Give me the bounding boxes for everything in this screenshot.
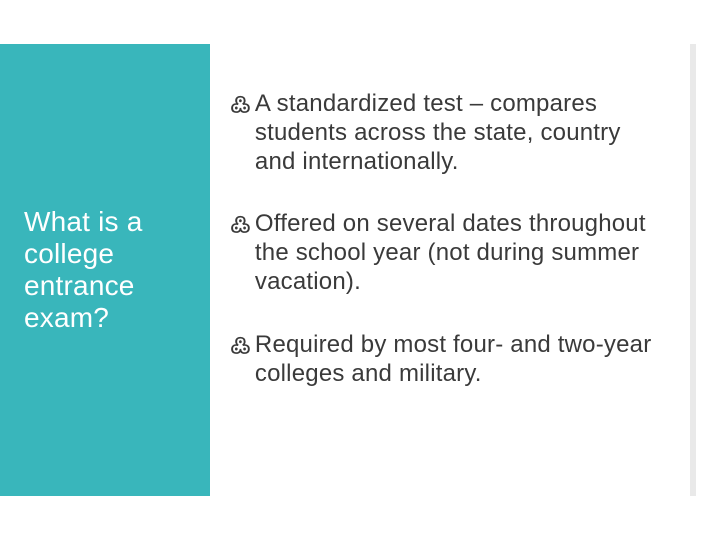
bullet-glyph-icon: ߷ bbox=[230, 333, 251, 359]
bullet-text: Offered on several dates throughout the … bbox=[255, 210, 660, 296]
bullet-glyph-icon: ߷ bbox=[230, 212, 251, 238]
content-area: ߷ A standardized test – compares student… bbox=[230, 90, 660, 388]
bullet-glyph-icon: ߷ bbox=[230, 92, 251, 118]
bullet-item: ߷ Required by most four- and two-year co… bbox=[230, 331, 660, 389]
bullet-item: ߷ Offered on several dates throughout th… bbox=[230, 210, 660, 296]
accent-strip bbox=[690, 44, 696, 496]
sidebar-panel: What is a college entrance exam? bbox=[0, 44, 210, 496]
sidebar-title: What is a college entrance exam? bbox=[24, 206, 192, 335]
bullet-text: A standardized test – compares students … bbox=[255, 90, 660, 176]
slide: What is a college entrance exam? ߷ A sta… bbox=[0, 0, 720, 540]
bullet-item: ߷ A standardized test – compares student… bbox=[230, 90, 660, 176]
bullet-text: Required by most four- and two-year coll… bbox=[255, 331, 660, 389]
